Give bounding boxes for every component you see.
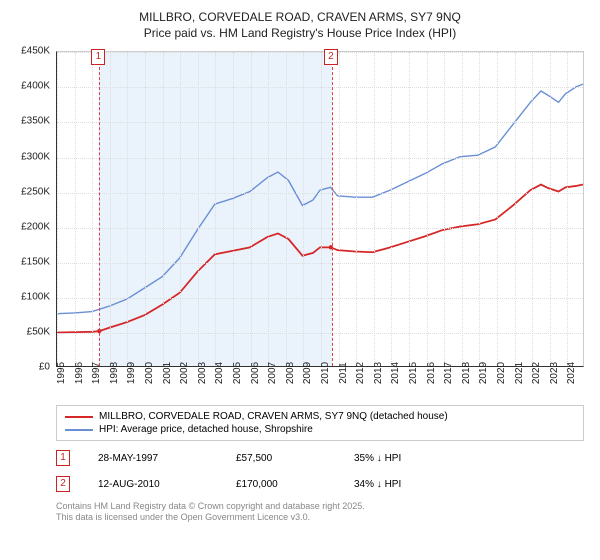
gridline-v: [427, 52, 428, 366]
chart-lines-svg: [57, 52, 583, 366]
gridline-h: [57, 122, 583, 123]
gridline-v: [92, 52, 93, 366]
legend-swatch: [65, 429, 93, 431]
gridline-v: [444, 52, 445, 366]
gridline-v: [567, 52, 568, 366]
title-line-1: MILLBRO, CORVEDALE ROAD, CRAVEN ARMS, SY…: [10, 10, 590, 26]
y-tick-label: £300K: [6, 151, 50, 162]
sales-price: £57,500: [236, 453, 326, 464]
gridline-v: [356, 52, 357, 366]
event-vline: [332, 52, 333, 366]
gridline-v: [198, 52, 199, 366]
sales-diff: 35% ↓ HPI: [354, 453, 464, 464]
gridline-v: [321, 52, 322, 366]
y-tick-label: £50K: [6, 327, 50, 338]
legend-row: HPI: Average price, detached house, Shro…: [65, 423, 575, 436]
gridline-v: [251, 52, 252, 366]
sales-date: 12-AUG-2010: [98, 479, 208, 490]
sales-row: 2 12-AUG-2010 £170,000 34% ↓ HPI: [56, 471, 566, 497]
gridline-v: [145, 52, 146, 366]
x-tick-label: 2024: [566, 362, 590, 384]
y-tick-label: £250K: [6, 186, 50, 197]
legend-label: MILLBRO, CORVEDALE ROAD, CRAVEN ARMS, SY…: [99, 411, 448, 422]
sales-row: 1 28-MAY-1997 £57,500 35% ↓ HPI: [56, 445, 566, 471]
gridline-v: [497, 52, 498, 366]
event-vline: [99, 52, 100, 366]
plot-area: [56, 51, 584, 367]
gridline-v: [409, 52, 410, 366]
gridline-v: [110, 52, 111, 366]
gridline-v: [268, 52, 269, 366]
gridline-v: [339, 52, 340, 366]
y-tick-label: £450K: [6, 46, 50, 57]
gridline-v: [233, 52, 234, 366]
gridline-v: [286, 52, 287, 366]
event-marker-box: 2: [324, 49, 338, 65]
y-tick-label: £0: [6, 362, 50, 373]
event-marker-box: 1: [91, 49, 105, 65]
sales-marker: 1: [56, 450, 70, 466]
gridline-v: [550, 52, 551, 366]
gridline-v: [57, 52, 58, 366]
legend-row: MILLBRO, CORVEDALE ROAD, CRAVEN ARMS, SY…: [65, 410, 575, 423]
y-tick-label: £200K: [6, 221, 50, 232]
chart-title: MILLBRO, CORVEDALE ROAD, CRAVEN ARMS, SY…: [10, 10, 590, 41]
y-tick-label: £400K: [6, 81, 50, 92]
y-tick-label: £150K: [6, 256, 50, 267]
footnote-line-1: Contains HM Land Registry data © Crown c…: [56, 501, 590, 512]
gridline-v: [515, 52, 516, 366]
gridline-v: [180, 52, 181, 366]
gridline-v: [462, 52, 463, 366]
footnote: Contains HM Land Registry data © Crown c…: [56, 501, 590, 524]
price-chart: £0£50K£100K£150K£200K£250K£300K£350K£400…: [10, 47, 590, 397]
gridline-v: [374, 52, 375, 366]
gridline-h: [57, 298, 583, 299]
legend-swatch: [65, 416, 93, 418]
gridline-h: [57, 263, 583, 264]
gridline-h: [57, 193, 583, 194]
legend: MILLBRO, CORVEDALE ROAD, CRAVEN ARMS, SY…: [56, 405, 584, 441]
gridline-v: [303, 52, 304, 366]
gridline-v: [127, 52, 128, 366]
sales-date: 28-MAY-1997: [98, 453, 208, 464]
sales-table: 1 28-MAY-1997 £57,500 35% ↓ HPI 2 12-AUG-2010…: [56, 445, 566, 497]
gridline-v: [532, 52, 533, 366]
gridline-v: [479, 52, 480, 366]
hpi-line: [57, 84, 583, 314]
sales-diff: 34% ↓ HPI: [354, 479, 464, 490]
title-line-2: Price paid vs. HM Land Registry's House …: [10, 26, 590, 42]
gridline-h: [57, 158, 583, 159]
sales-price: £170,000: [236, 479, 326, 490]
gridline-v: [163, 52, 164, 366]
gridline-h: [57, 87, 583, 88]
gridline-v: [75, 52, 76, 366]
legend-label: HPI: Average price, detached house, Shro…: [99, 424, 313, 435]
gridline-h: [57, 333, 583, 334]
sales-marker: 2: [56, 476, 70, 492]
y-tick-label: £100K: [6, 291, 50, 302]
gridline-h: [57, 52, 583, 53]
price-paid-line: [57, 185, 583, 333]
gridline-v: [215, 52, 216, 366]
y-tick-label: £350K: [6, 116, 50, 127]
gridline-v: [391, 52, 392, 366]
gridline-h: [57, 228, 583, 229]
footnote-line-2: This data is licensed under the Open Gov…: [56, 512, 590, 523]
